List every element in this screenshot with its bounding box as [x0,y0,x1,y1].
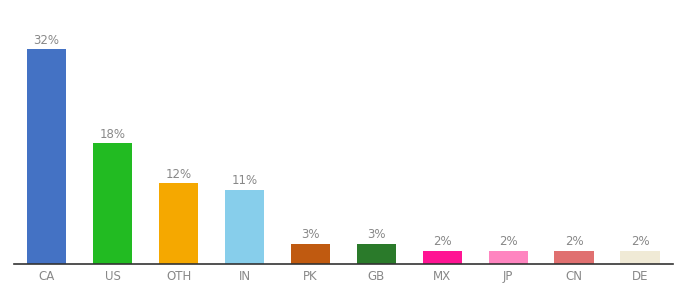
Bar [92,143,133,264]
Bar [158,184,199,264]
Text: 32%: 32% [33,34,60,46]
Bar [422,250,462,264]
Bar [356,244,396,264]
Bar [290,244,330,264]
Text: 2%: 2% [565,235,583,248]
Bar [27,49,67,264]
Bar [488,250,528,264]
Text: 18%: 18% [99,128,126,140]
Bar [554,250,594,264]
Text: 2%: 2% [433,235,452,248]
Bar [620,250,660,264]
Text: 2%: 2% [631,235,649,248]
Text: 3%: 3% [301,228,320,241]
Text: 3%: 3% [367,228,386,241]
Text: 2%: 2% [499,235,517,248]
Text: 11%: 11% [231,175,258,188]
Text: 12%: 12% [165,168,192,181]
Bar [224,190,265,264]
